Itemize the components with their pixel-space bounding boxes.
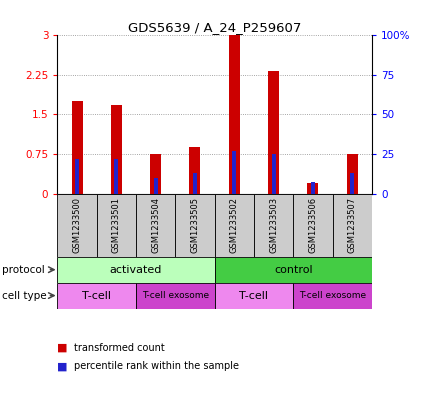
Text: GSM1233507: GSM1233507 [348, 197, 357, 253]
Bar [57, 257, 215, 283]
Text: cell type: cell type [2, 290, 47, 301]
Bar [350, 173, 354, 193]
Text: GSM1233500: GSM1233500 [73, 197, 82, 253]
Text: ■: ■ [57, 343, 68, 353]
Text: GSM1233503: GSM1233503 [269, 197, 278, 253]
Text: GSM1233502: GSM1233502 [230, 197, 239, 253]
Bar [215, 257, 372, 283]
Text: activated: activated [110, 265, 162, 275]
Bar [215, 193, 254, 257]
Text: GSM1233501: GSM1233501 [112, 197, 121, 253]
Bar [150, 154, 161, 193]
Text: percentile rank within the sample: percentile rank within the sample [74, 361, 239, 371]
Bar [232, 151, 236, 193]
Text: control: control [274, 265, 312, 275]
Bar [332, 193, 372, 257]
Bar [136, 283, 215, 309]
Text: GSM1233504: GSM1233504 [151, 197, 160, 253]
Bar [190, 147, 201, 193]
Bar [154, 178, 158, 193]
Bar [57, 193, 96, 257]
Bar [96, 193, 136, 257]
Text: transformed count: transformed count [74, 343, 165, 353]
Text: T-cell: T-cell [82, 290, 111, 301]
Bar [229, 35, 240, 193]
Bar [193, 173, 197, 193]
Bar [311, 182, 315, 193]
Bar [57, 283, 136, 309]
Bar [307, 183, 318, 193]
Text: GSM1233506: GSM1233506 [309, 197, 317, 253]
Text: T-cell exosome: T-cell exosome [142, 291, 209, 300]
Bar [215, 283, 293, 309]
Text: protocol: protocol [2, 265, 45, 275]
Title: GDS5639 / A_24_P259607: GDS5639 / A_24_P259607 [128, 21, 301, 34]
Bar [111, 105, 122, 193]
Bar [293, 283, 372, 309]
Text: GSM1233505: GSM1233505 [190, 197, 199, 253]
Text: ■: ■ [57, 361, 68, 371]
Bar [71, 101, 82, 193]
Bar [268, 71, 279, 193]
Bar [136, 193, 175, 257]
Bar [114, 159, 118, 193]
Bar [293, 193, 332, 257]
Bar [75, 159, 79, 193]
Bar [254, 193, 293, 257]
Bar [272, 154, 275, 193]
Text: T-cell: T-cell [239, 290, 269, 301]
Text: T-cell exosome: T-cell exosome [299, 291, 366, 300]
Bar [347, 154, 358, 193]
Bar [175, 193, 215, 257]
